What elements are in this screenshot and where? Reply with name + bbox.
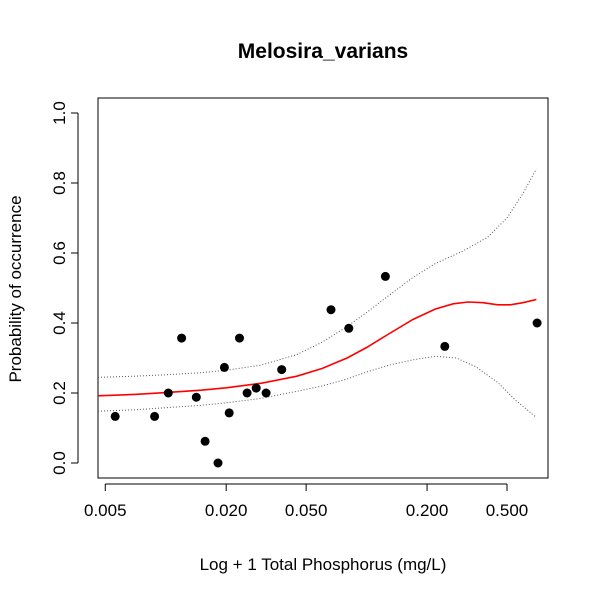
y-tick-label: 0.2 <box>50 381 69 405</box>
lower-confidence-line <box>97 355 537 418</box>
y-tick-label: 0.4 <box>50 311 69 335</box>
data-point <box>440 341 450 351</box>
data-point <box>277 365 287 375</box>
data-point <box>224 408 234 418</box>
data-point <box>163 388 173 398</box>
x-axis-label: Log + 1 Total Phosphorus (mg/L) <box>200 555 447 574</box>
data-point <box>326 305 336 315</box>
data-point <box>150 411 160 421</box>
y-tick-label: 0.8 <box>50 171 69 195</box>
data-point <box>235 333 244 343</box>
chart-title: Melosira_varians <box>238 40 408 63</box>
x-tick-label: 0.050 <box>285 501 328 520</box>
series-layer <box>97 168 537 418</box>
y-tick-label: 0.0 <box>50 451 69 475</box>
data-point <box>177 333 187 343</box>
data-point <box>261 388 271 398</box>
data-point <box>532 318 542 328</box>
x-tick-label: 0.500 <box>486 501 529 520</box>
fitted-curve-line <box>97 298 537 397</box>
x-tick-label: 0.020 <box>205 501 248 520</box>
data-point <box>213 458 223 468</box>
points-layer <box>110 271 542 468</box>
x-axis: 0.005 0.020 0.050 0.200 0.500 <box>84 483 529 520</box>
data-point <box>200 436 210 446</box>
y-axis: 0.0 0.2 0.4 0.6 0.8 1.0 <box>50 101 79 475</box>
upper-confidence-line <box>97 168 537 378</box>
y-tick-label: 1.0 <box>50 101 69 125</box>
data-point <box>219 362 229 372</box>
y-axis-label: Probability of occurrence <box>6 195 25 382</box>
x-tick-label: 0.005 <box>84 501 127 520</box>
data-point <box>110 411 120 421</box>
data-point <box>242 388 252 398</box>
y-tick-label: 0.6 <box>50 241 69 265</box>
data-point <box>191 392 201 402</box>
data-point <box>380 271 390 281</box>
plot-area-frame <box>97 97 549 479</box>
x-tick-label: 0.200 <box>406 501 449 520</box>
data-point <box>344 323 354 333</box>
data-point <box>251 383 261 393</box>
